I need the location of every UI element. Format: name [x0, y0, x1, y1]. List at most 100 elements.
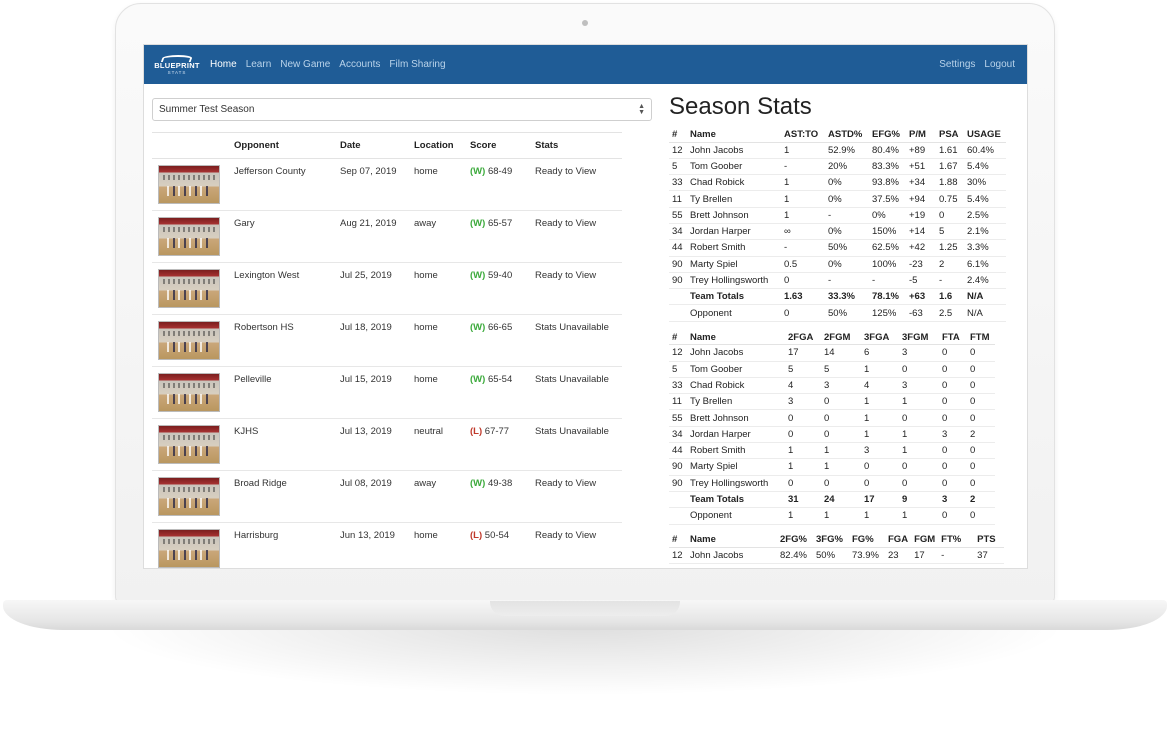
nav-new-game[interactable]: New Game [280, 59, 331, 70]
game-result-badge: (L) [470, 530, 483, 541]
col-location[interactable]: Location [408, 132, 464, 159]
game-video-thumbnail[interactable] [158, 425, 220, 464]
game-score: (W) 65-54 [464, 366, 529, 419]
game-opponent: Jefferson County [228, 158, 334, 211]
game-row[interactable]: Harrisburg Jun 13, 2019 home (L) 50-54 Ready… [152, 522, 622, 568]
player-name-link[interactable]: John Jacobs [687, 142, 781, 159]
player-name-link[interactable]: Trey Hollingsworth [687, 272, 781, 290]
stat-value: 0 [967, 409, 995, 427]
player-name-link[interactable]: Ty Brellen [687, 393, 785, 411]
game-row[interactable]: Pelleville Jul 15, 2019 home (W) 65-54 Stats… [152, 366, 622, 419]
game-video-thumbnail[interactable] [158, 269, 220, 308]
game-row[interactable]: Jefferson County Sep 07, 2019 home (W) 68-4… [152, 158, 622, 211]
row-label: Team Totals [687, 288, 781, 306]
nav-logout[interactable]: Logout [984, 59, 1015, 70]
game-row[interactable]: Broad Ridge Jul 08, 2019 away (W) 49-38 Read… [152, 470, 622, 523]
game-video-thumbnail[interactable] [158, 477, 220, 516]
player-name-link[interactable]: Chad Robick [687, 174, 781, 192]
stat-value: 0 [861, 475, 899, 492]
player-name-link[interactable]: Tom Goober [687, 361, 785, 378]
game-thumbnail-cell [152, 158, 228, 211]
stat-value: 93.8% [869, 174, 906, 192]
game-stats-status[interactable]: Ready to View [529, 522, 622, 568]
player-name-link[interactable]: Jordan Harper [687, 223, 781, 241]
player-name-link[interactable]: Chad Robick [687, 377, 785, 395]
stat-value: 0 [899, 409, 939, 427]
nav-home[interactable]: Home [210, 59, 237, 70]
stat-value: 0 [821, 393, 861, 411]
brand-logo[interactable]: BLUEPRINT STATS [154, 53, 200, 77]
player-name-link[interactable]: Marty Spiel [687, 256, 781, 273]
game-score: (W) 59-40 [464, 262, 529, 315]
col-opponent[interactable]: Opponent [228, 132, 334, 159]
player-name-link[interactable]: Robert Smith [687, 442, 785, 460]
game-video-thumbnail[interactable] [158, 217, 220, 256]
player-name-link[interactable]: Trey Hollingsworth [687, 475, 785, 492]
game-row[interactable]: Gary Aug 21, 2019 away (W) 65-57 Ready to Vi… [152, 210, 622, 263]
game-location: away [408, 470, 464, 523]
stat-value: 0 [939, 344, 967, 362]
player-stats-row: 33 Chad Robick 1 0% 93.8% +34 1.88 30% [669, 174, 1006, 192]
stat-value: 2.4% [964, 272, 1006, 290]
player-name-link[interactable]: John Jacobs [687, 344, 785, 362]
nav-settings[interactable]: Settings [939, 59, 976, 70]
game-row[interactable]: Lexington West Jul 25, 2019 home (W) 59-40 R… [152, 262, 622, 315]
shooting-percentages-table: # Name 2FG% 3FG% FG% FGA FGM FT% PTS 12 John Jacob… [669, 532, 1005, 565]
player-name-link[interactable]: John Jacobs [687, 547, 777, 565]
player-stats-row: 34 Jordan Harper ∞ 0% 150% +14 5 2.1% [669, 223, 1006, 241]
game-date: Jul 08, 2019 [334, 470, 408, 523]
player-number: 44 [669, 239, 687, 257]
game-video-thumbnail[interactable] [158, 321, 220, 360]
player-name-link[interactable]: Tom Goober [687, 158, 781, 176]
stat-value: 1 [861, 393, 899, 411]
player-name-link[interactable]: Marty Spiel [687, 458, 785, 476]
stat-value: 0 [936, 207, 964, 224]
game-stats-status[interactable]: Ready to View [529, 210, 622, 263]
stat-value: -5 [906, 272, 936, 290]
player-name-link[interactable]: Ty Brellen [687, 190, 781, 208]
top-navbar: BLUEPRINT STATS Home Learn New Game Acco… [144, 45, 1027, 84]
stat-value: 0 [939, 507, 967, 525]
nav-accounts[interactable]: Accounts [339, 59, 381, 70]
stat-value: 1.61 [936, 142, 964, 159]
nav-film-sharing[interactable]: Film Sharing [389, 59, 446, 70]
player-name-link[interactable]: Brett Johnson [687, 409, 785, 427]
game-row[interactable]: Robertson HS Jul 18, 2019 home (W) 66-65 Sta… [152, 314, 622, 367]
stat-value: 3 [939, 491, 967, 509]
player-stats-row: 11 Ty Brellen 1 0% 37.5% +94 0.75 5.4% [669, 190, 1006, 208]
stat-value: 1 [821, 507, 861, 525]
game-opponent: Lexington West [228, 262, 334, 315]
col-score[interactable]: Score [464, 132, 529, 159]
stat-value: 0 [785, 426, 821, 444]
season-select[interactable]: Summer Test Season ▲ ▼ [152, 98, 652, 121]
stats-col-header: EFG% [869, 127, 906, 143]
game-stats-status[interactable]: Ready to View [529, 262, 622, 315]
player-name-link[interactable]: Brett Johnson [687, 207, 781, 224]
brand-subtitle: STATS [167, 69, 187, 75]
player-name-link[interactable]: Jordan Harper [687, 426, 785, 444]
stat-value: 17 [911, 547, 939, 565]
col-stats[interactable]: Stats [529, 132, 622, 159]
game-location: home [408, 158, 464, 211]
col-date[interactable]: Date [334, 132, 408, 159]
player-number: 90 [669, 475, 687, 492]
col-thumb [152, 132, 228, 159]
player-name-link[interactable]: Robert Smith [687, 239, 781, 257]
stat-value: 0% [825, 190, 869, 208]
game-row[interactable]: KJHS Jul 13, 2019 neutral (L) 67-77 Stats Un… [152, 418, 622, 471]
game-video-thumbnail[interactable] [158, 165, 220, 204]
player-stats-row: 44 Robert Smith 1 1 3 1 0 0 [669, 442, 995, 460]
game-score: (W) 66-65 [464, 314, 529, 367]
nav-learn[interactable]: Learn [245, 59, 272, 70]
stat-value: 50% [825, 304, 869, 322]
game-video-thumbnail[interactable] [158, 529, 220, 568]
player-stats-row: 12 John Jacobs 17 14 6 3 0 0 [669, 344, 995, 362]
stat-value: 2.5% [964, 207, 1006, 224]
stat-value: 0 [899, 458, 939, 476]
player-stats-row: 12 John Jacobs 82.4% 50% 73.9% 23 17-37 [669, 547, 1005, 565]
game-video-thumbnail[interactable] [158, 373, 220, 412]
player-stats-row: 33 Chad Robick 4 3 4 3 0 0 [669, 377, 995, 395]
stat-value: 1 [821, 442, 861, 460]
game-stats-status[interactable]: Ready to View [529, 470, 622, 523]
game-stats-status[interactable]: Ready to View [529, 158, 622, 211]
